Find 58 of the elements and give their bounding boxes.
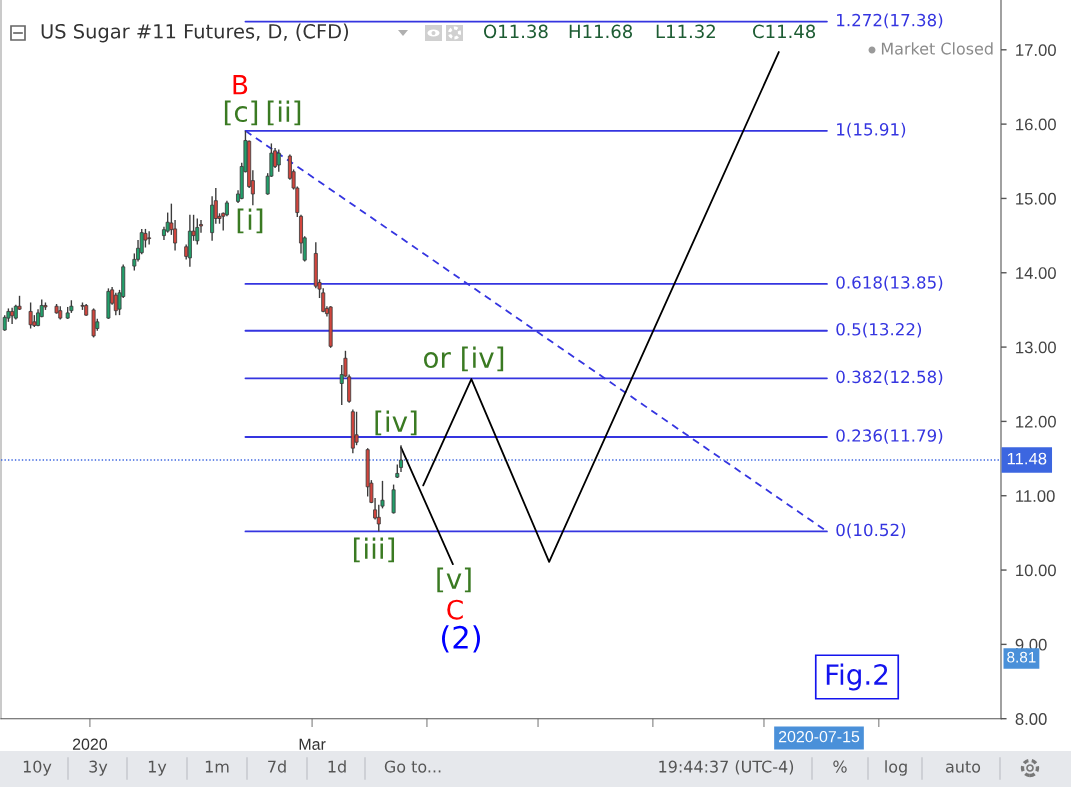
text: 7d [268, 760, 286, 773]
candlestick [354, 411, 359, 446]
candlestick [276, 148, 281, 173]
text: Go to... [384, 760, 441, 773]
y-tick-label: 12.00 [1016, 415, 1056, 428]
annotation: [v] [437, 567, 471, 593]
annotation: 8.81 [1007, 651, 1036, 663]
annotation: Market Closed [881, 42, 993, 55]
y-tick-label: 15.00 [1016, 192, 1056, 205]
candlestick [28, 301, 33, 330]
y-tick-label: 13.00 [1016, 341, 1056, 354]
y-tick-label: 11.00 [1016, 490, 1055, 502]
series-label: 1(15.91) [837, 122, 906, 138]
annotation: C11.48 [753, 24, 816, 39]
annotation: [iv] [375, 410, 417, 436]
x-tick-label: Mar [299, 738, 326, 750]
candlestick [147, 230, 152, 246]
x-tick-label: 2020 [72, 738, 108, 750]
annotation: B [233, 75, 248, 95]
text: log [885, 760, 907, 776]
annotation: [iii] [353, 537, 395, 563]
series-label: 0.382(12.58) [836, 370, 943, 386]
text: 10y [23, 760, 52, 776]
annotation: [c] [224, 100, 258, 126]
text: 1y [148, 760, 167, 776]
annotation: L11.32 [656, 24, 715, 39]
series-label: 0.236(11.79) [836, 428, 943, 444]
annotation: O11.38 [484, 24, 548, 39]
candlestick [143, 228, 148, 249]
ref-line-label: 11.48 [1007, 452, 1047, 465]
candlestick [399, 444, 403, 473]
annotation: Fig.2 [826, 663, 888, 691]
text: US Sugar #11 Futures, D, (CFD) [41, 23, 349, 43]
annotation: [i] [237, 208, 263, 234]
candlestick [391, 483, 396, 515]
y-tick-label: 8.00 [1015, 713, 1047, 725]
y-tick-label: 16.00 [1016, 118, 1056, 131]
annotation: C [447, 599, 463, 620]
annotation: H11.68 [569, 24, 633, 39]
series-label: 0.5(13.22) [836, 322, 922, 338]
y-tick-label: 14.00 [1016, 267, 1056, 279]
text: 2020-07-15 [778, 730, 860, 743]
series-label: 1.272(17.38) [837, 13, 943, 29]
candlestick [195, 217, 200, 246]
annotation: (2) [441, 625, 481, 653]
text: % [833, 760, 847, 773]
series-label: 0.618(13.85) [836, 275, 943, 291]
y-tick-label: 10.00 [1016, 564, 1056, 577]
text: 19:44:37 (UTC-4) [659, 760, 794, 775]
annotation: or [iv] [423, 346, 504, 372]
text: 1m [205, 760, 229, 773]
annotation: [ii] [267, 100, 301, 126]
series-label: 0(10.52) [836, 523, 906, 539]
text: 3y [89, 760, 108, 776]
text: auto [945, 761, 981, 773]
line-series [422, 51, 780, 563]
y-tick-label: 17.00 [1016, 44, 1056, 56]
text: 1d [328, 760, 346, 773]
